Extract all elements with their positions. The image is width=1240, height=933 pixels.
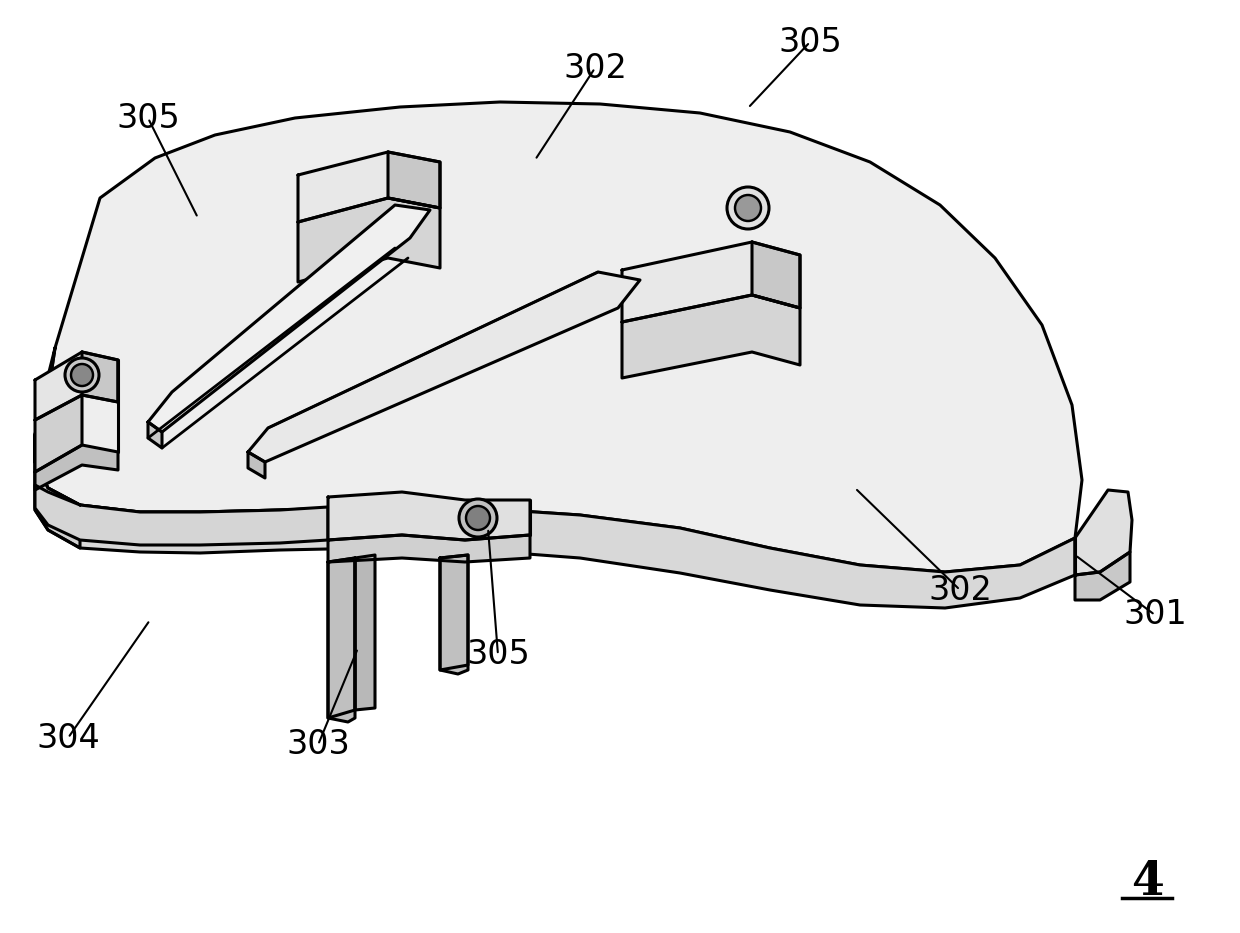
Text: 302: 302	[563, 51, 627, 85]
Polygon shape	[440, 555, 467, 670]
Text: 303: 303	[286, 729, 350, 761]
Polygon shape	[148, 422, 162, 448]
Polygon shape	[355, 555, 374, 710]
Polygon shape	[82, 352, 118, 402]
Text: 304: 304	[36, 721, 100, 755]
Polygon shape	[35, 485, 329, 545]
Polygon shape	[1075, 490, 1132, 575]
Polygon shape	[248, 272, 640, 462]
Text: 305: 305	[779, 25, 842, 59]
Polygon shape	[329, 558, 355, 718]
Circle shape	[466, 506, 490, 530]
Polygon shape	[440, 555, 467, 674]
Polygon shape	[298, 198, 440, 282]
Polygon shape	[248, 452, 265, 478]
Circle shape	[64, 358, 99, 392]
Polygon shape	[35, 395, 82, 472]
Circle shape	[727, 187, 769, 229]
Circle shape	[71, 364, 93, 386]
Polygon shape	[622, 295, 800, 378]
Polygon shape	[622, 242, 800, 322]
Polygon shape	[35, 352, 118, 420]
Polygon shape	[35, 102, 1083, 572]
Polygon shape	[148, 205, 430, 432]
Text: 302: 302	[928, 574, 992, 606]
Polygon shape	[35, 445, 118, 490]
Text: 301: 301	[1123, 598, 1187, 632]
Polygon shape	[35, 348, 81, 548]
Polygon shape	[329, 492, 529, 540]
Polygon shape	[298, 152, 440, 222]
Text: 4: 4	[1132, 859, 1164, 905]
Polygon shape	[329, 558, 355, 722]
Polygon shape	[1075, 552, 1130, 600]
Polygon shape	[751, 242, 800, 308]
Text: 305: 305	[117, 102, 180, 134]
Text: 305: 305	[466, 638, 529, 672]
Circle shape	[459, 499, 497, 537]
Polygon shape	[329, 535, 529, 562]
Polygon shape	[388, 152, 440, 208]
Polygon shape	[35, 462, 1075, 608]
Circle shape	[735, 195, 761, 221]
